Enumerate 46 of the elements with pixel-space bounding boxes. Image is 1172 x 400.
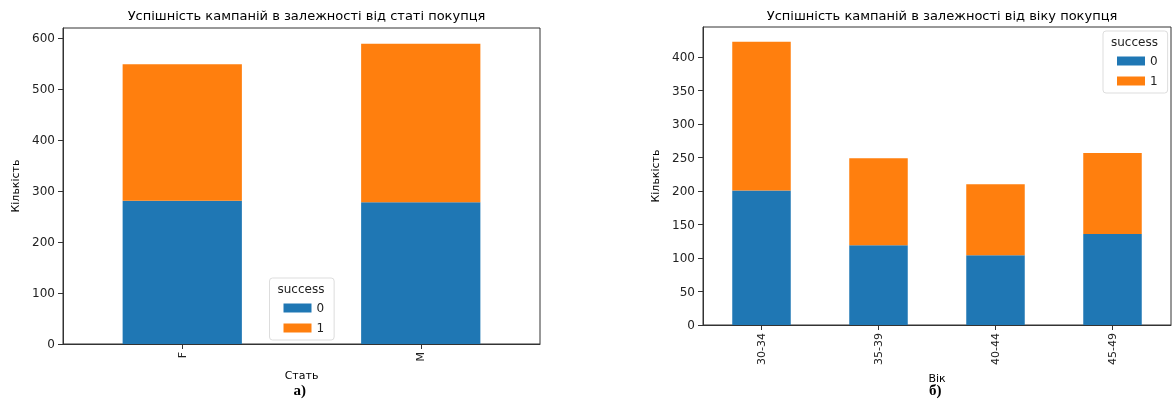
y-tick-label: 200 <box>32 235 55 250</box>
legend-label: 1 <box>1150 74 1158 88</box>
legend-title: success <box>1111 35 1158 49</box>
x-tick-label: 35-39 <box>872 333 885 365</box>
y-tick-label: 350 <box>672 83 695 98</box>
text: а) <box>293 381 306 399</box>
legend-label: 1 <box>316 321 325 335</box>
bar <box>732 190 791 325</box>
y-tick-label: 200 <box>672 184 695 199</box>
bar <box>966 184 1025 256</box>
bar <box>122 64 242 201</box>
x-axis-title: Стать <box>284 369 319 382</box>
y-tick-label: 600 <box>32 31 55 46</box>
x-tick-label: 30-34 <box>755 333 768 365</box>
legend-label: 0 <box>1150 54 1158 68</box>
legend-label: 0 <box>316 301 325 315</box>
y-tick-label: 0 <box>47 337 55 351</box>
x-tick-label: F <box>175 352 189 359</box>
bar <box>1083 233 1142 325</box>
y-tick-label: 400 <box>672 50 695 65</box>
x-tick-label: 40-44 <box>989 333 1002 365</box>
y-tick-label: 250 <box>672 150 695 165</box>
bar <box>849 158 908 246</box>
bar <box>1083 152 1142 234</box>
y-tick-label: 0 <box>687 318 695 332</box>
y-tick-label: 300 <box>32 184 55 199</box>
chart-title: Успішність кампаній в залежності від віку покупця <box>766 8 1118 23</box>
chart-title: Успішність кампаній в залежності від статі покупця <box>127 8 486 23</box>
legend-title: success <box>277 282 325 296</box>
bar <box>966 255 1025 325</box>
y-tick-label: 50 <box>679 284 695 299</box>
bar <box>122 200 242 344</box>
y-tick-label: 100 <box>672 251 695 266</box>
y-tick-label: 150 <box>672 217 695 232</box>
y-axis-title: Кількість <box>9 159 22 213</box>
x-tick-label: M <box>414 352 428 362</box>
x-tick-label: 45-49 <box>1106 333 1119 365</box>
y-tick-label: 300 <box>672 117 695 132</box>
y-tick-label: 500 <box>32 82 55 97</box>
bar <box>732 41 791 191</box>
y-axis-title: Кількість <box>649 149 662 203</box>
bar <box>361 43 481 203</box>
bar <box>361 202 481 344</box>
bar <box>849 245 908 325</box>
y-tick-label: 100 <box>32 286 55 301</box>
y-tick-label: 400 <box>32 133 55 148</box>
